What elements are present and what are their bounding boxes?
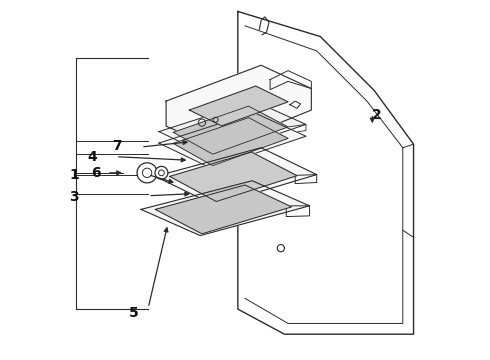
Circle shape [159,170,164,176]
Text: 6: 6 [91,166,100,180]
Text: 1: 1 [69,168,79,182]
Text: 5: 5 [128,306,138,320]
Polygon shape [159,101,306,157]
Circle shape [137,163,157,183]
Polygon shape [159,113,306,168]
Polygon shape [173,106,288,154]
Circle shape [143,168,152,177]
Polygon shape [155,185,292,234]
Polygon shape [190,86,288,126]
Polygon shape [170,152,297,202]
Polygon shape [141,181,310,235]
Text: 2: 2 [372,108,382,122]
Text: 7: 7 [112,139,122,153]
Polygon shape [155,148,317,205]
Text: 4: 4 [87,150,97,164]
Text: 3: 3 [69,190,79,204]
Polygon shape [173,118,288,166]
Polygon shape [166,65,311,148]
Circle shape [155,166,168,179]
